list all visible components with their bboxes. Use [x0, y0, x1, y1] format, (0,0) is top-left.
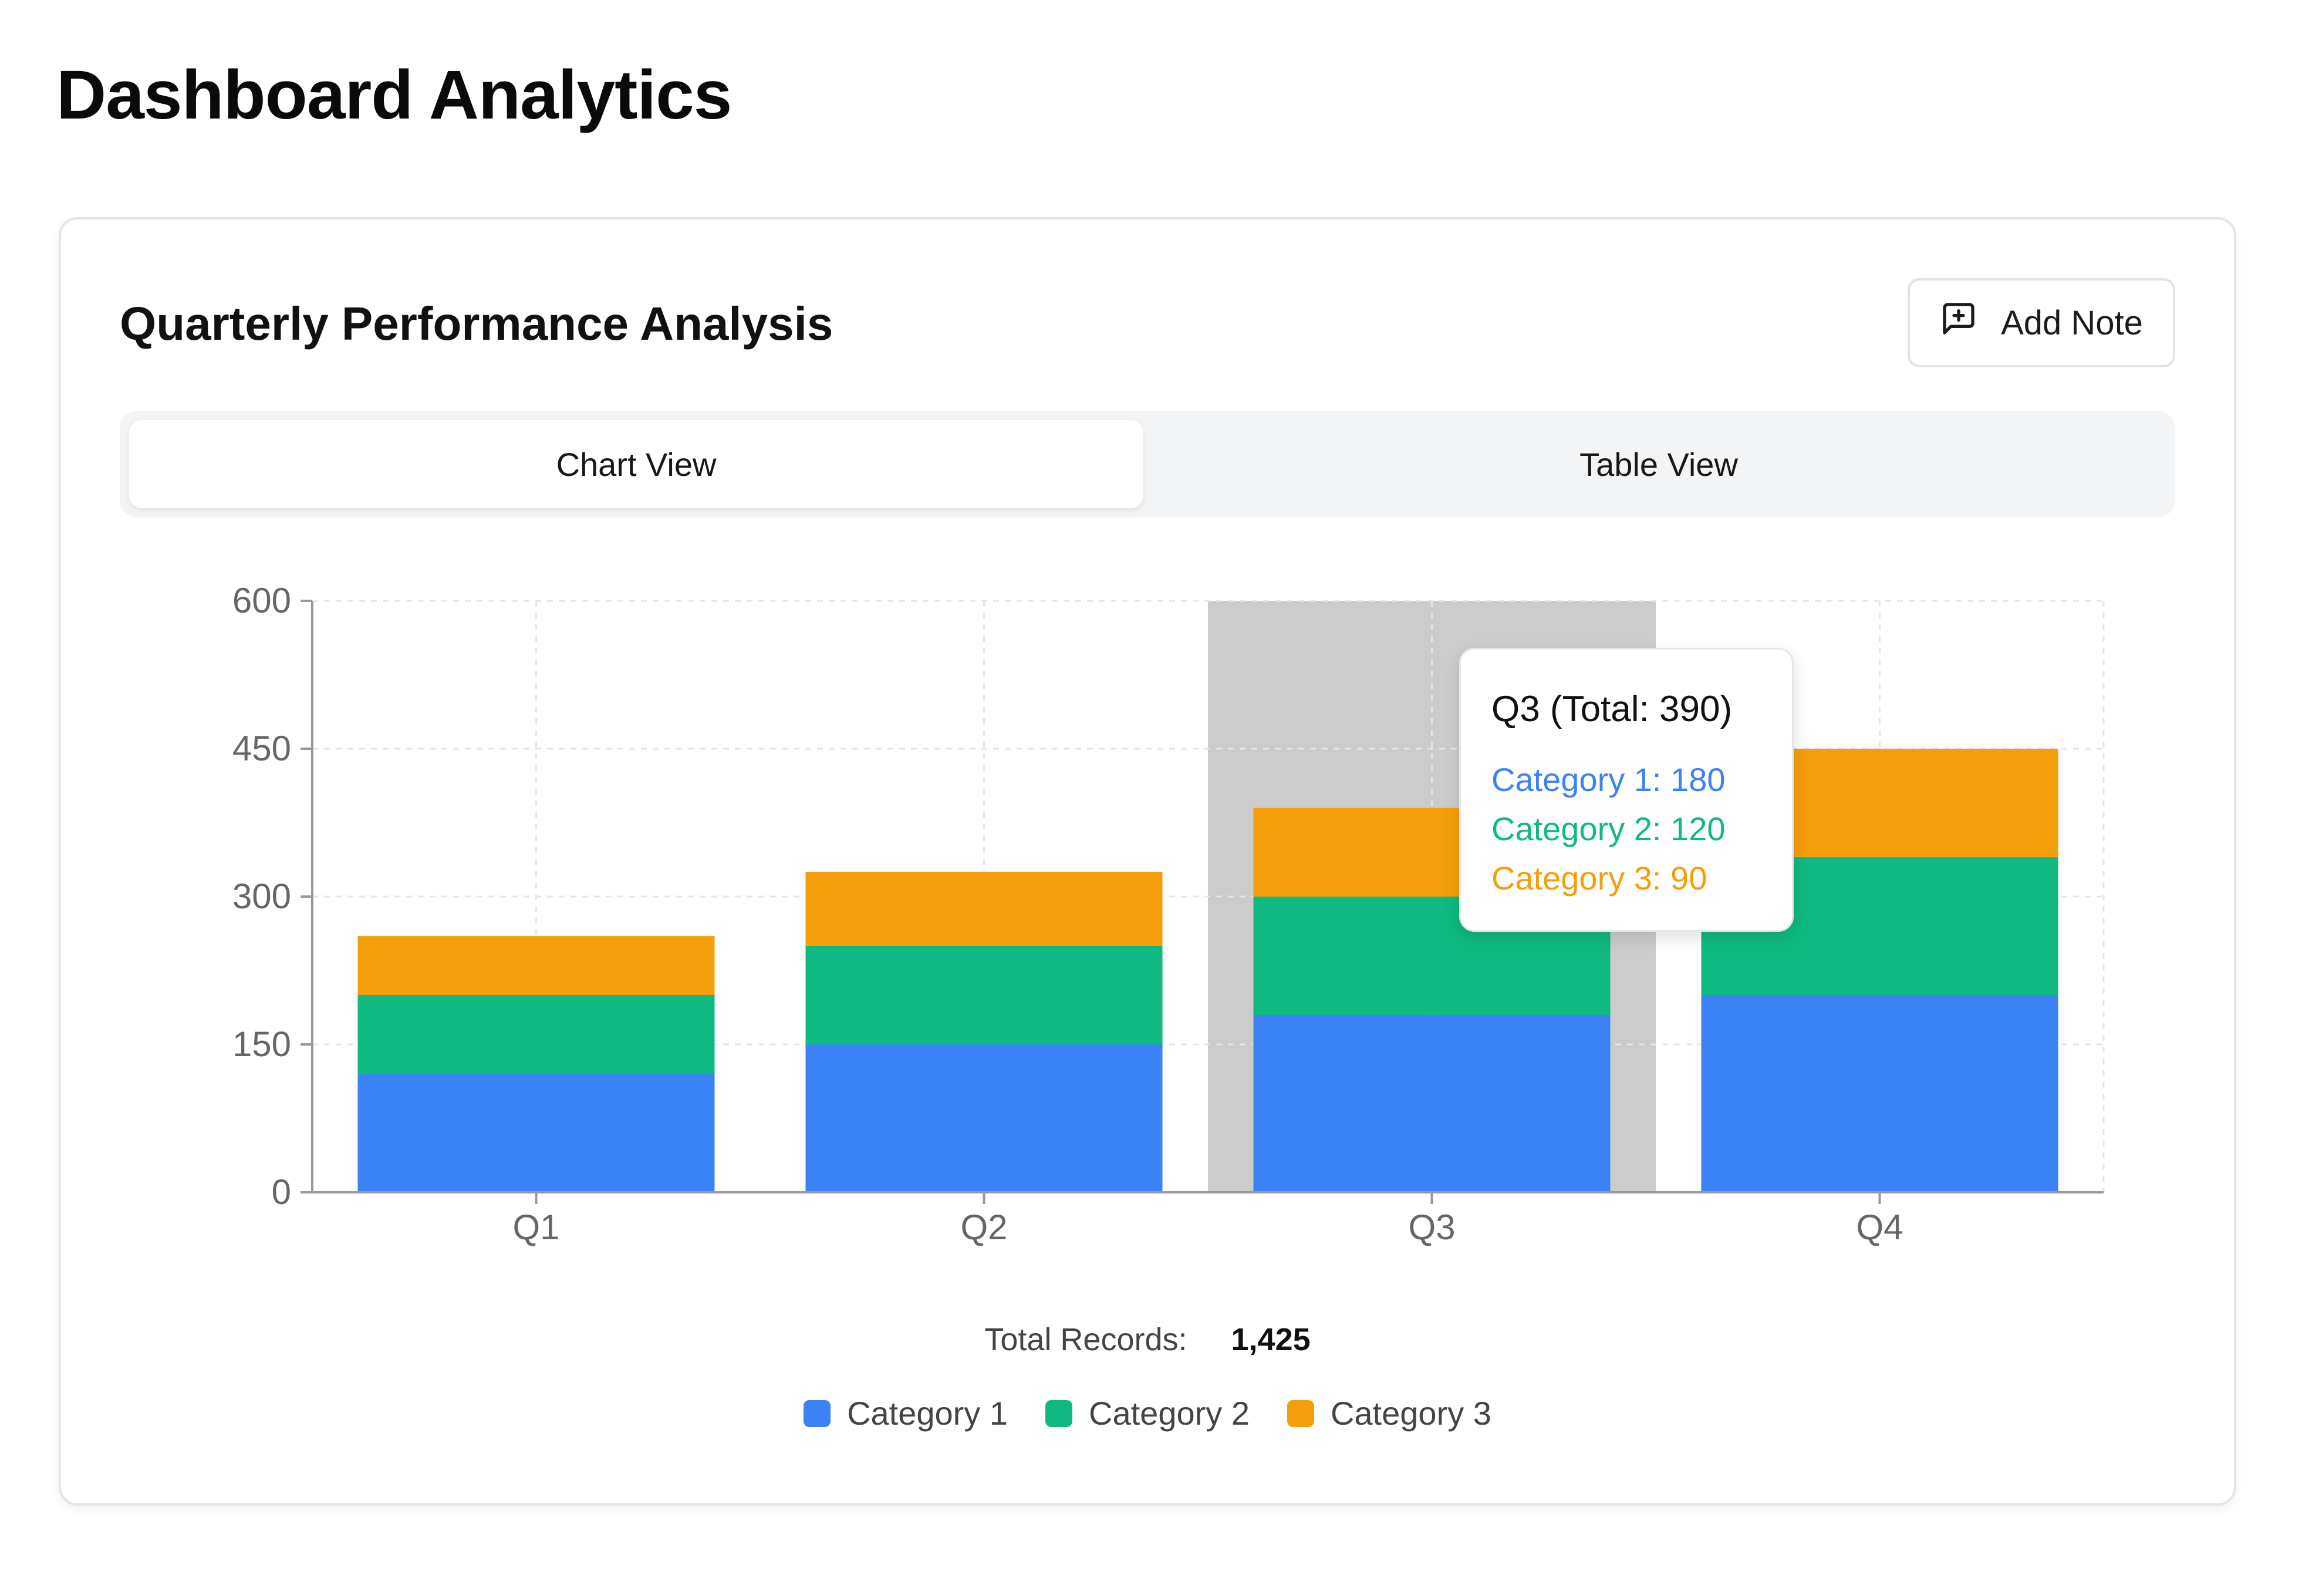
legend-swatch — [1287, 1399, 1314, 1427]
tab-chart-view[interactable]: Chart View — [129, 420, 1143, 508]
legend-swatch — [1045, 1399, 1073, 1427]
x-tick-label: Q2 — [960, 1208, 1007, 1247]
bar-q2-series-2 — [805, 946, 1163, 1044]
legend-item-category-3[interactable]: Category 3 — [1287, 1394, 1491, 1432]
message-square-plus-icon — [1940, 300, 1977, 346]
bar-q3-series-1 — [1253, 1015, 1611, 1192]
y-tick-label: 150 — [232, 1024, 291, 1064]
bar-q2-series-1 — [805, 1044, 1163, 1192]
tab-table-view[interactable]: Table View — [1579, 445, 1738, 483]
y-tick-label: 600 — [232, 581, 291, 620]
x-tick-label: Q1 — [512, 1208, 559, 1247]
legend-swatch — [804, 1399, 831, 1427]
chart-legend: Category 1 Category 2 Category 3 — [61, 1394, 2234, 1432]
chart-card: Quarterly Performance Analysis Add Note … — [59, 217, 2236, 1506]
page-title: Dashboard Analytics — [56, 56, 732, 134]
bar-q4-series-1 — [1701, 995, 2058, 1192]
legend-label: Category 2 — [1089, 1395, 1250, 1432]
tooltip-row-category-2: Category 2: 120 — [1491, 810, 1726, 847]
y-tick-label: 300 — [232, 877, 291, 916]
tooltip-row-category-1: Category 1: 180 — [1491, 761, 1726, 798]
x-tick-label: Q4 — [1856, 1208, 1903, 1247]
card-title: Quarterly Performance Analysis — [120, 297, 833, 350]
bar-q1-series-2 — [357, 995, 715, 1074]
legend-label: Category 1 — [847, 1395, 1008, 1432]
y-tick-label: 450 — [232, 729, 291, 768]
tooltip-row-category-3: Category 3: 90 — [1491, 860, 1707, 897]
bar-q2-series-3 — [805, 872, 1163, 946]
bar-q1-series-1 — [357, 1074, 715, 1192]
bar-q1-series-3 — [357, 936, 715, 995]
y-tick-label: 0 — [272, 1172, 291, 1212]
stacked-bar-chart: 0 150 300 450 600 Q1 Q2 Q3 Q4 — [232, 581, 2105, 1247]
legend-label: Category 3 — [1330, 1395, 1491, 1432]
add-note-label: Add Note — [2001, 303, 2143, 342]
x-tick-label: Q3 — [1408, 1208, 1455, 1247]
view-tabs: Chart View Table View — [120, 411, 2175, 518]
tooltip-title: Q3 (Total: 390) — [1491, 689, 1733, 729]
chart-tooltip: Q3 (Total: 390) Category 1: 180 Category… — [1459, 648, 1794, 932]
total-records: Total Records: 1,425 — [61, 1319, 2234, 1360]
legend-item-category-2[interactable]: Category 2 — [1045, 1394, 1250, 1432]
total-records-value: 1,425 — [1231, 1322, 1311, 1357]
total-records-label: Total Records: — [984, 1322, 1187, 1357]
add-note-button[interactable]: Add Note — [1908, 278, 2175, 367]
legend-item-category-1[interactable]: Category 1 — [804, 1394, 1008, 1432]
